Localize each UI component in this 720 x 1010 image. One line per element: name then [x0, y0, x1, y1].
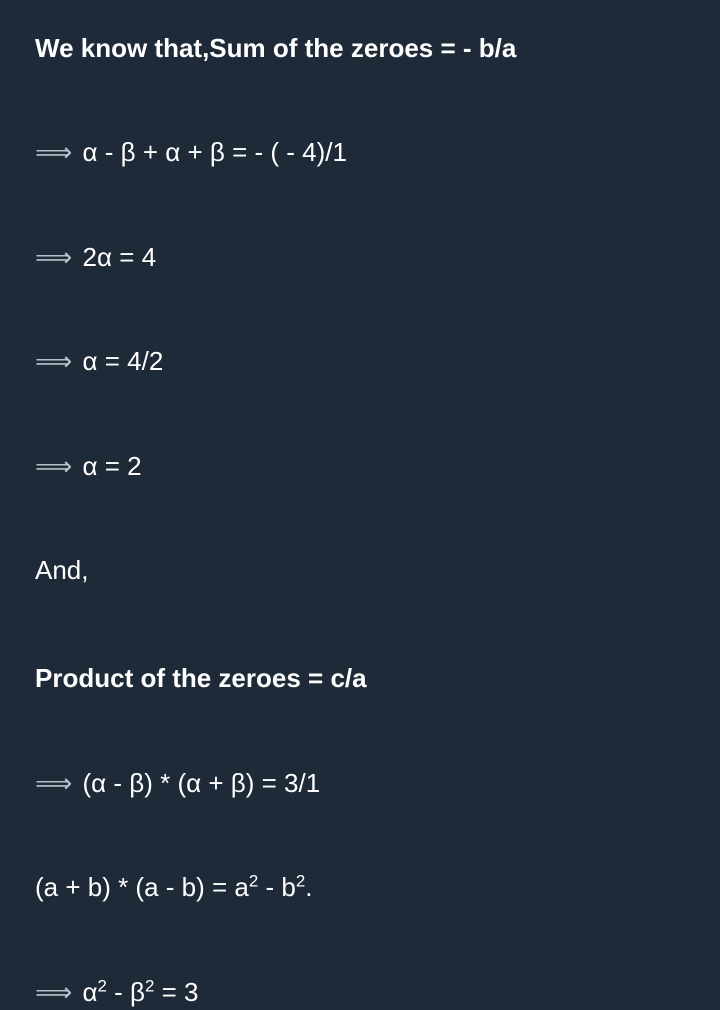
implies-icon: ⟹ — [35, 239, 71, 275]
step-4: ⟹ α = 2 — [35, 448, 685, 484]
heading-product-text: Product of the zeroes = c/a — [35, 663, 367, 693]
step-2-text: 2α = 4 — [83, 242, 157, 272]
heading-sum-text: We know that,Sum of the zeroes = - b/a — [35, 33, 516, 63]
step-3: ⟹ α = 4/2 — [35, 343, 685, 379]
step-1-text: α - β + α + β = - ( - 4)/1 — [83, 137, 347, 167]
step-3-text: α = 4/2 — [83, 346, 164, 376]
implies-icon: ⟹ — [35, 343, 71, 379]
implies-icon: ⟹ — [35, 448, 71, 484]
step-5-text: (α - β) * (α + β) = 3/1 — [83, 768, 321, 798]
step-1: ⟹ α - β + α + β = - ( - 4)/1 — [35, 134, 685, 170]
and-connector: And, — [35, 552, 685, 588]
step-2: ⟹ 2α = 4 — [35, 239, 685, 275]
implies-icon: ⟹ — [35, 765, 71, 801]
step-6-text: α2 - β2 = 3 — [83, 977, 199, 1007]
implies-icon: ⟹ — [35, 134, 71, 170]
and-text: And, — [35, 555, 89, 585]
identity-text: (a + b) * (a - b) = a2 - b2. — [35, 872, 313, 902]
step-5: ⟹ (α - β) * (α + β) = 3/1 — [35, 765, 685, 801]
identity-line: (a + b) * (a - b) = a2 - b2. — [35, 869, 685, 905]
implies-icon: ⟹ — [35, 974, 71, 1010]
heading-product-zeroes: Product of the zeroes = c/a — [35, 660, 685, 696]
step-4-text: α = 2 — [83, 451, 142, 481]
step-6: ⟹ α2 - β2 = 3 — [35, 974, 685, 1010]
heading-sum-zeroes: We know that,Sum of the zeroes = - b/a — [35, 30, 685, 66]
